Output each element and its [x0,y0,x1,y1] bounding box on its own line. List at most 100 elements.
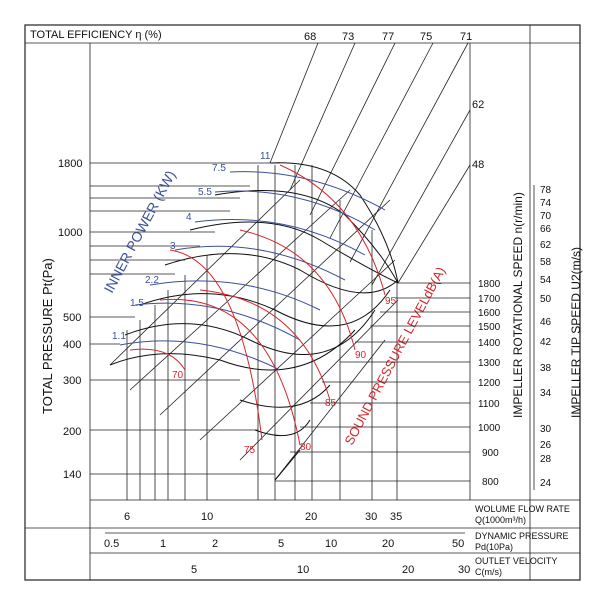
diag-13 [274,339,386,481]
power-curve-7 [229,171,386,211]
sound-label-85: 85 [325,398,337,409]
tip-tick-50: 50 [540,294,552,305]
rpm-curve-4 [164,253,399,294]
tip-tick-66: 66 [540,224,552,235]
tip-tick-78: 78 [540,185,552,196]
eff-label-71: 71 [460,31,472,43]
rpm-curve-1 [109,329,356,371]
y-axis-label: TOTAL PRESSURE Pt(Pa) [40,258,55,414]
speed-tick-1700: 1700 [478,294,501,305]
dyn-tick-1: 1 [160,538,166,550]
diag-7 [397,164,471,284]
speed-tick-800: 800 [482,477,499,488]
flow-tick-10: 10 [201,511,213,523]
sound-label-80: 80 [300,442,312,453]
power-label-5-5: 5.5 [198,187,212,198]
vel-tick-30: 30 [458,564,470,576]
vel-tick-20: 20 [402,564,414,576]
power-label-1-1: 1.1 [112,331,126,342]
diag-2 [289,42,356,191]
power-label-4: 4 [186,212,192,223]
tip-tick-38: 38 [540,363,552,374]
sound-label-75: 75 [244,445,256,456]
diag-6 [371,109,471,286]
rpm-curve-6 [214,190,399,284]
chart-title: TOTAL EFFICIENCY η (%) [30,29,162,41]
eff-label-62: 62 [472,99,484,111]
diag-9 [129,189,351,391]
rpm-curve-10 [274,449,301,481]
dyn-tick-50: 50 [452,538,464,550]
y-tick-1000: 1000 [58,227,82,239]
sound-label-90: 90 [355,350,367,361]
rpm-curve-5 [189,221,399,284]
speed-tick-1400: 1400 [478,338,501,349]
power-curves [119,171,386,371]
tip-tick-74: 74 [540,198,552,209]
y-tick-300: 300 [63,375,81,387]
speed-tick-1500: 1500 [478,322,501,333]
power-label-11: 11 [260,151,271,162]
flow-unit: Q(1000m³/h) [475,515,526,525]
tip-tick-62: 62 [540,240,552,251]
diag-5 [349,42,469,263]
y-tick-200: 200 [63,426,81,438]
dyn-tick-5: 5 [278,538,284,550]
sound-curve-85 [199,289,331,401]
y-tick-140: 140 [63,469,81,481]
rpm-curve-3 [139,289,391,327]
power-curve-6 [214,190,376,231]
diag-11 [199,259,396,441]
rpm-curve-7 [269,162,399,284]
speed-tick-1800: 1800 [478,279,501,290]
y-tick-400: 400 [63,339,81,351]
speed-tick-1300: 1300 [478,358,501,369]
tip-tick-70: 70 [540,211,552,222]
power-labels: 11 7.5 5.5 4 3 2.2 1.5 1.1 [112,151,271,342]
tip-tick-28: 28 [540,454,552,465]
flow-ticks: 6 10 20 30 35 [124,511,402,523]
rpm-curve-2 [124,309,376,355]
y-tick-500: 500 [63,312,81,324]
pressure-grid [90,162,280,475]
velocity-ticks: 5 10 20 30 [191,564,470,576]
flow-tick-35: 35 [390,511,402,523]
sound-curve-90 [239,229,356,351]
tip-tick-54: 54 [540,275,552,286]
tip-tick-24: 24 [540,478,552,489]
dyn-tick-0-5: 0.5 [104,538,119,550]
vel-tick-5: 5 [191,564,197,576]
vel-unit: C(m/s) [475,567,502,577]
sound-curves [129,164,386,446]
sound-label-95: 95 [385,296,397,307]
rpm-curve-8 [239,384,331,408]
y-ticks: 1800 1000 500 400 300 200 140 [58,158,82,481]
speed-tick-900: 900 [482,448,499,459]
speed-tick-1600: 1600 [478,308,501,319]
speed-ticks: 1800 1700 1600 1500 1400 1300 1200 1100 … [478,279,501,488]
chart-frame [24,24,581,581]
tip-tick-58: 58 [540,257,552,268]
flow-tick-6: 6 [124,511,130,523]
diag-4 [329,42,434,239]
rpm-curves [109,162,399,481]
diag-3 [309,42,396,216]
speed-axis-title: IMPELLER ROTATIONAL SPEED n(r/min) [511,192,525,418]
vel-tick-10: 10 [297,564,309,576]
tip-tick-30: 30 [540,424,552,435]
sound-curve-95 [279,164,386,296]
rpm-curve-9 [254,419,311,437]
power-label-3: 3 [170,241,176,252]
speed-tick-1200: 1200 [478,378,501,389]
eff-label-68: 68 [304,31,316,43]
dyn-ticks: 0.5 1 2 5 10 20 50 [104,538,464,550]
power-curve-3 [149,280,321,311]
tip-tick-46: 46 [540,317,552,328]
power-label-1-5: 1.5 [130,298,144,309]
eff-label-77: 77 [382,31,394,43]
dyn-tick-10: 10 [325,538,337,550]
power-label-2-2: 2.2 [145,275,159,286]
sound-curve-80 [159,298,301,446]
tip-tick-34: 34 [540,388,552,399]
